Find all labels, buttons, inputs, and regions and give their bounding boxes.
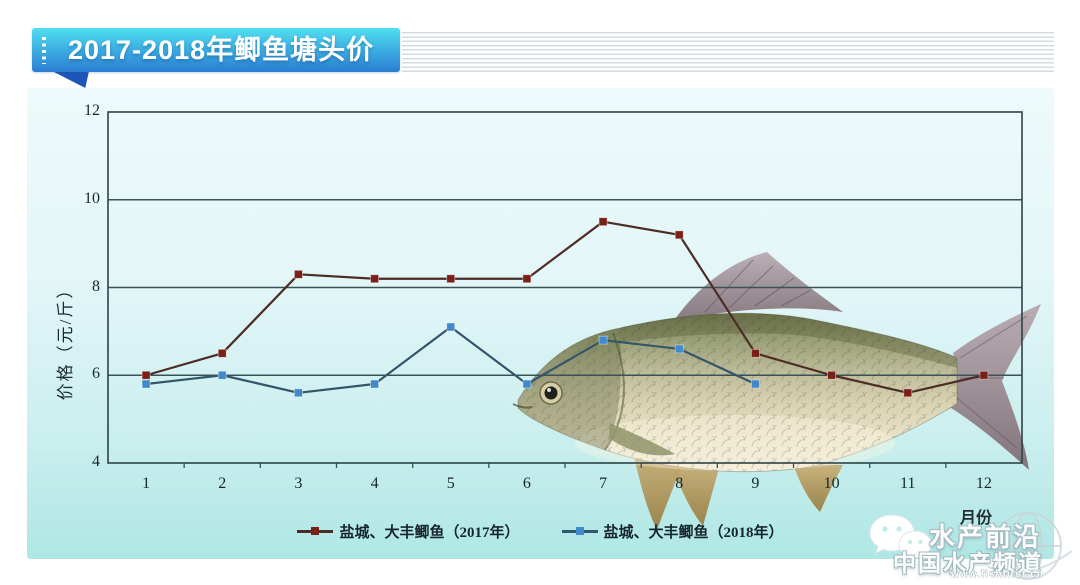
chart-legend: 盐城、大丰鲫鱼（2017年） 盐城、大丰鲫鱼（2018年） (27, 521, 1054, 542)
series-marker-1 (446, 274, 456, 284)
plot-border (107, 111, 1023, 464)
legend-marker-icon (561, 527, 598, 536)
plot-svg (107, 111, 1023, 468)
y-axis-title: 价格（元/斤） (56, 279, 75, 401)
series-marker-1 (674, 230, 684, 240)
banner-dots-decoration (42, 37, 46, 64)
title-banner: 2017-2018年鲫鱼塘头价 (32, 28, 400, 72)
series-marker-2 (598, 335, 608, 345)
series-marker-2 (522, 379, 532, 389)
series-marker-1 (294, 269, 303, 279)
series-line-1 (145, 220, 985, 394)
series-marker-1 (903, 388, 913, 398)
series-marker-2 (141, 379, 151, 389)
series-marker-2 (751, 379, 760, 389)
legend-square-icon (311, 527, 320, 536)
series-marker-1 (522, 274, 532, 284)
banner-tail-decoration (52, 71, 89, 88)
crucian-carp-photo (512, 252, 1041, 530)
series-marker-1 (979, 370, 989, 380)
series-marker-1 (598, 217, 608, 227)
legend-square-icon (575, 527, 584, 536)
legend-item-2: 盐城、大丰鲫鱼（2018年） (561, 521, 784, 542)
legend-label: 盐城、大丰鲫鱼（2017年） (339, 525, 520, 541)
series-marker-1 (141, 370, 151, 380)
legend-label: 盐城、大丰鲫鱼（2018年） (603, 525, 784, 541)
series-marker-1 (751, 348, 760, 358)
series-marker-1 (370, 274, 379, 284)
series-marker-2 (674, 344, 684, 354)
x-axis-title: 月份 (959, 510, 992, 527)
series-marker-2 (370, 379, 379, 389)
series-marker-2 (446, 322, 456, 332)
series-marker-2 (294, 388, 303, 398)
pinstripe-decoration (402, 32, 1054, 72)
series-marker-1 (827, 370, 836, 380)
legend-item-1: 盐城、大丰鲫鱼（2017年） (297, 521, 520, 542)
series-marker-2 (217, 370, 227, 380)
chart-panel (27, 88, 1054, 559)
page-title: 2017-2018年鲫鱼塘头价 (68, 35, 375, 65)
legend-marker-icon (297, 527, 334, 536)
watermark-url: www.fishfirst.cn (951, 569, 1044, 580)
series-marker-1 (217, 348, 227, 358)
